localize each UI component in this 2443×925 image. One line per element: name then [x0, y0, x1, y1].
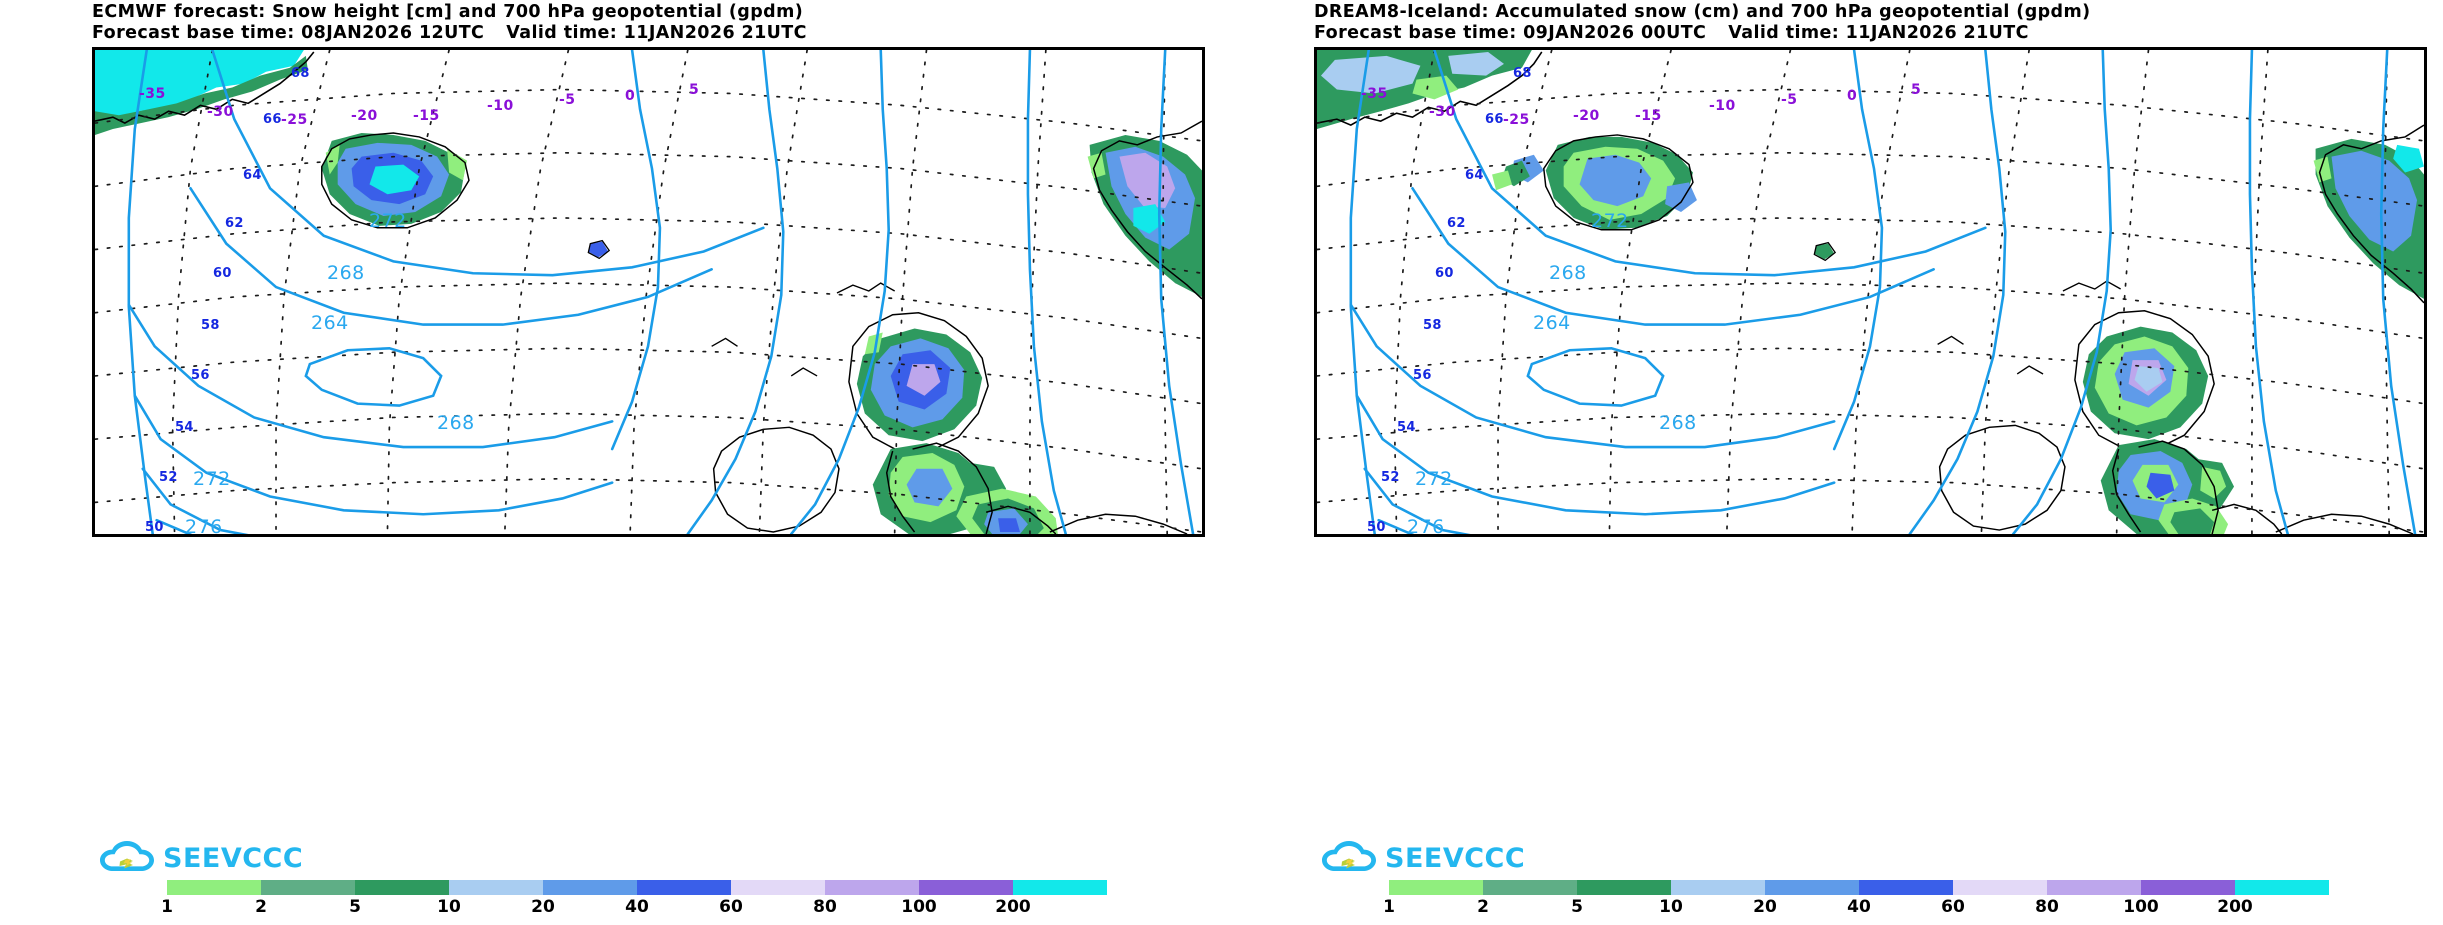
colorbar-cell	[1389, 880, 1483, 895]
colorbar-tick: 40	[625, 897, 649, 917]
colorbar-tick: 100	[2123, 897, 2159, 917]
colorbar-ticks: 1 2 5 10 20 40 60 80 100 200	[161, 895, 1107, 919]
colorbar-tick: 2	[255, 897, 267, 917]
colorbar-tick: 10	[437, 897, 461, 917]
geopotential-contours	[127, 50, 1195, 534]
panel-time-line: Forecast base time: 08JAN2026 12UTC Valid…	[92, 23, 1212, 44]
greenland-seaice-fill	[95, 50, 304, 128]
colorbar-tick: 1	[1383, 897, 1395, 917]
wales-snowfield	[2158, 498, 2229, 534]
colorbar-tick: 200	[2217, 897, 2253, 917]
map-frame[interactable]: -35 -30 -25 -20 -15 -10 -5 0 5 68 66 64 …	[1314, 47, 2427, 537]
colorbar-tick: 60	[1941, 897, 1965, 917]
colorbar-cell	[167, 880, 261, 895]
geopotential-contours	[1349, 50, 2417, 534]
ireland-coastline	[1938, 424, 2066, 531]
colorbar-cell	[2141, 880, 2235, 895]
colorbar-tick: 100	[901, 897, 937, 917]
colorbar-tick: 20	[1753, 897, 1777, 917]
scotland-snowfield	[2074, 310, 2215, 450]
faroe-islands	[587, 239, 611, 260]
colorbar-strip	[167, 880, 1107, 895]
page-title: ECMWF forecast: Snow height [cm] and 700…	[92, 2, 804, 22]
cloud-icon	[100, 841, 154, 871]
norway-coast-snowfield	[1087, 120, 1202, 300]
colorbar-cell	[1671, 880, 1765, 895]
colorbar-tick: 2	[1477, 897, 1489, 917]
greenland-snow-blue2	[1448, 51, 1504, 76]
colorbar-cell	[1765, 880, 1859, 895]
colorbar-tick: 80	[2035, 897, 2059, 917]
forecast-base-time: Forecast base time: 08JAN2026 12UTC	[92, 23, 485, 43]
colorbar-cell	[449, 880, 543, 895]
panel-title-block: DREAM8-Iceland: Accumulated snow (cm) an…	[1314, 2, 2434, 44]
panel-title-block: ECMWF forecast: Snow height [cm] and 700…	[92, 2, 1212, 44]
forecast-base-time: Forecast base time: 09JAN2026 00UTC	[1314, 23, 1707, 43]
map-canvas: -35 -30 -25 -20 -15 -10 -5 0 5 68 66 64 …	[95, 50, 1202, 534]
colorbar-cell	[1483, 880, 1577, 895]
valid-time: Valid time: 11JAN2026 21UTC	[1728, 23, 2029, 43]
colorbar-cell	[2235, 880, 2329, 895]
valid-time: Valid time: 11JAN2026 21UTC	[506, 23, 807, 43]
panel-time-line: Forecast base time: 09JAN2026 00UTC Valid…	[1314, 23, 2434, 44]
panel-dream8: DREAM8-Iceland: Accumulated snow (cm) an…	[1222, 0, 2443, 925]
iceland-snowfield	[1492, 134, 1697, 231]
faroe-islands	[1813, 241, 1837, 262]
colorbar-cell	[261, 880, 355, 895]
colorbar-cell	[919, 880, 1013, 895]
colorbar-tick: 80	[813, 897, 837, 917]
graticule	[95, 50, 1202, 534]
colorbar-ticks: 1 2 5 10 20 40 60 80 100 200	[1383, 895, 2329, 919]
seevccc-logo: SEEVCCC	[1322, 838, 1525, 878]
logo-text: SEEVCCC	[1385, 842, 1526, 874]
scotland-snowfield	[848, 311, 989, 452]
colorbar-tick: 200	[995, 897, 1031, 917]
great-britain-coastline	[885, 442, 1057, 534]
panel-ecmwf: ECMWF forecast: Snow height [cm] and 700…	[0, 0, 1221, 925]
channel-coastline	[2275, 513, 2414, 534]
colorbar-tick: 5	[1571, 897, 1583, 917]
colorbar-cell	[825, 880, 919, 895]
channel-coastline	[1049, 513, 1188, 534]
continental-coastline	[1937, 280, 2121, 375]
iceland-snowfield	[321, 132, 470, 229]
colorbar: 1 2 5 10 20 40 60 80 100 200	[1367, 880, 2387, 922]
colorbar-cell	[731, 880, 825, 895]
colorbar-tick: 40	[1847, 897, 1871, 917]
colorbar: 1 2 5 10 20 40 60 80 100 200	[145, 880, 1165, 922]
colorbar-cell	[1953, 880, 2047, 895]
cloud-icon	[1322, 841, 1376, 871]
colorbar-cell	[1577, 880, 1671, 895]
colorbar-tick: 5	[349, 897, 361, 917]
colorbar-strip	[1389, 880, 2329, 895]
colorbar-cell	[543, 880, 637, 895]
colorbar-tick: 20	[531, 897, 555, 917]
greenland-snow-blue	[1320, 55, 1421, 94]
colorbar-cell	[637, 880, 731, 895]
colorbar-tick: 60	[719, 897, 743, 917]
ireland-coastline	[712, 426, 840, 533]
colorbar-tick: 10	[1659, 897, 1683, 917]
colorbar-cell	[1859, 880, 1953, 895]
colorbar-cell	[2047, 880, 2141, 895]
map-canvas: -35 -30 -25 -20 -15 -10 -5 0 5 68 66 64 …	[1317, 50, 2424, 534]
graticule	[1317, 50, 2424, 534]
logo-text: SEEVCCC	[163, 842, 304, 874]
colorbar-cell	[1013, 880, 1107, 895]
colorbar-tick: 1	[161, 897, 173, 917]
map-graphics	[95, 50, 1202, 534]
map-frame[interactable]: -35 -30 -25 -20 -15 -10 -5 0 5 68 66 64 …	[92, 47, 1205, 537]
greenland-snow-green	[95, 55, 308, 135]
page-title: DREAM8-Iceland: Accumulated snow (cm) an…	[1314, 2, 2091, 22]
norway-coast-snowfield	[2313, 124, 2424, 304]
map-graphics	[1317, 50, 2424, 534]
wales-snowfield	[956, 488, 1058, 534]
colorbar-cell	[355, 880, 449, 895]
seevccc-logo: SEEVCCC	[100, 838, 303, 878]
